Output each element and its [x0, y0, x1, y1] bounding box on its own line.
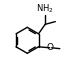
Text: NH$_2$: NH$_2$ — [36, 2, 54, 15]
Text: O: O — [46, 43, 53, 52]
